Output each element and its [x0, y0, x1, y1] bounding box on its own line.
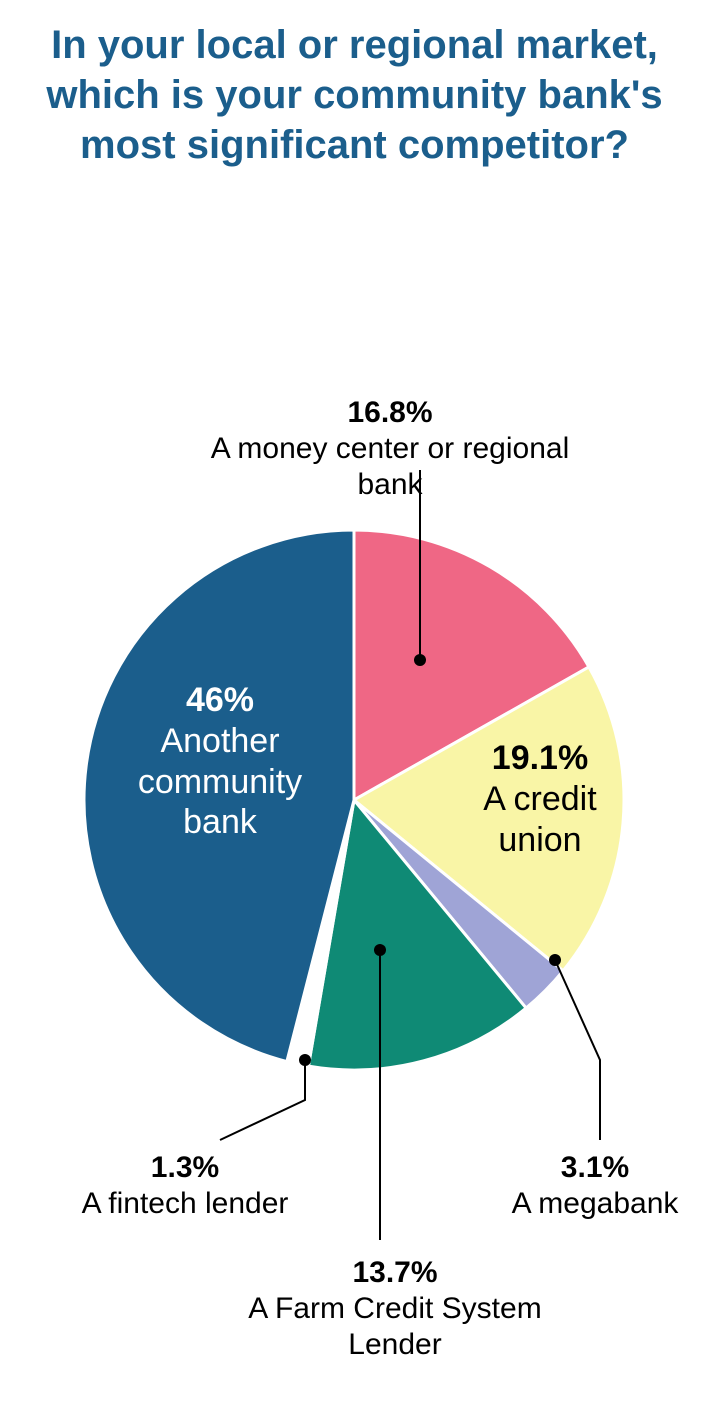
pct-credit-union: 19.1%: [450, 738, 630, 779]
pct-megabank: 3.1%: [470, 1150, 709, 1186]
callout-fintech: 1.3% A fintech lender: [60, 1150, 310, 1222]
chart-title: In your local or regional market, which …: [0, 0, 709, 170]
pct-another-cb: 46%: [110, 680, 330, 721]
lbl-farm-credit: A Farm Credit System Lender: [230, 1291, 560, 1363]
pct-farm-credit: 13.7%: [230, 1255, 560, 1291]
lbl-megabank: A megabank: [470, 1186, 709, 1222]
lbl-money-center: A money center or regional bank: [180, 431, 600, 503]
callout-farm-credit: 13.7% A Farm Credit System Lender: [230, 1255, 560, 1363]
pct-money-center: 16.8%: [180, 395, 600, 431]
lbl-credit-union: A credit union: [450, 779, 630, 861]
inside-label-credit-union: 19.1% A credit union: [450, 738, 630, 860]
pct-fintech: 1.3%: [60, 1150, 310, 1186]
callout-money-center: 16.8% A money center or regional bank: [180, 395, 600, 503]
lbl-another-cb: Another community bank: [110, 721, 330, 843]
pie-chart: 16.8% A money center or regional bank 3.…: [0, 0, 709, 1409]
inside-label-another-cb: 46% Another community bank: [110, 680, 330, 843]
callout-megabank: 3.1% A megabank: [470, 1150, 709, 1222]
lbl-fintech: A fintech lender: [60, 1186, 310, 1222]
